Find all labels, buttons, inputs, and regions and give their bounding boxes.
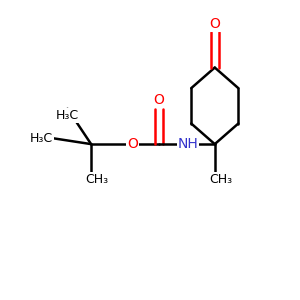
Text: O: O xyxy=(153,93,164,107)
Text: CH₃: CH₃ xyxy=(209,173,232,186)
Text: H₃C: H₃C xyxy=(56,109,79,122)
Text: CH₃: CH₃ xyxy=(85,173,109,186)
Text: NH: NH xyxy=(178,137,199,151)
Text: H₃C: H₃C xyxy=(30,132,53,145)
Text: O: O xyxy=(209,17,220,31)
Text: O: O xyxy=(127,137,138,151)
